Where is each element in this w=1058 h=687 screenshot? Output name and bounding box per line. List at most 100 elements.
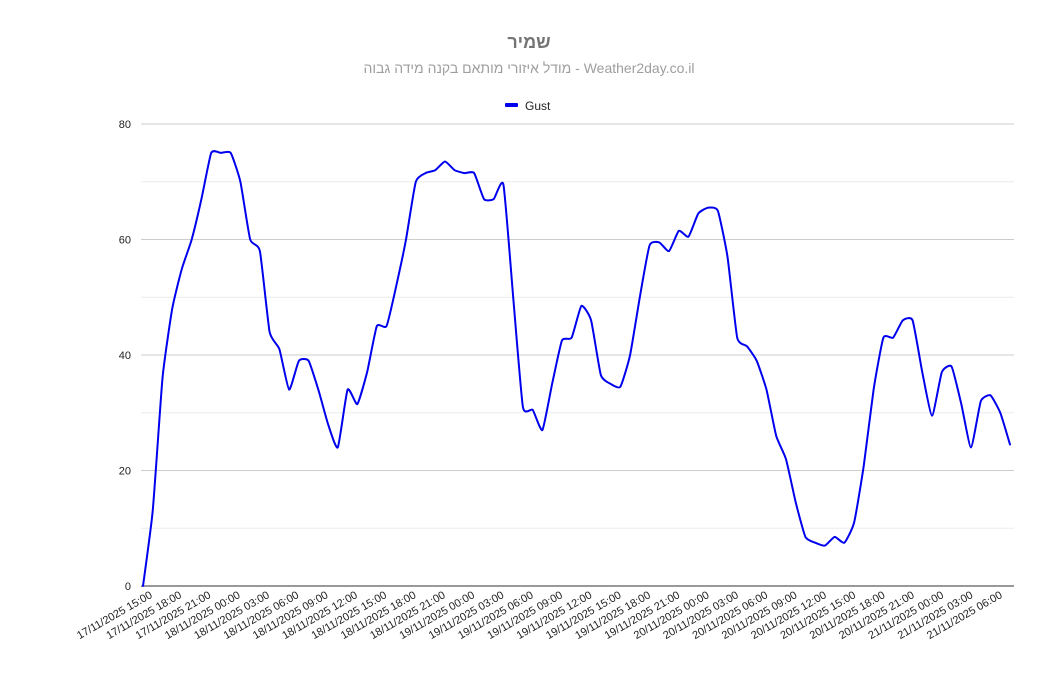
data-point-gust[interactable] bbox=[462, 170, 468, 176]
data-point-gust[interactable] bbox=[179, 265, 185, 271]
data-point-gust[interactable] bbox=[578, 303, 584, 309]
y-tick-label: 40 bbox=[119, 350, 131, 362]
data-point-gust[interactable] bbox=[958, 401, 964, 407]
data-point-gust[interactable] bbox=[880, 335, 886, 341]
data-point-gust[interactable] bbox=[442, 159, 448, 165]
data-point-gust[interactable] bbox=[520, 404, 526, 410]
data-point-gust[interactable] bbox=[198, 196, 204, 202]
data-point-gust[interactable] bbox=[988, 392, 994, 398]
data-point-gust[interactable] bbox=[530, 407, 536, 413]
data-point-gust[interactable] bbox=[491, 196, 497, 202]
data-point-gust[interactable] bbox=[403, 237, 409, 243]
data-point-gust[interactable] bbox=[617, 384, 623, 390]
data-point-gust[interactable] bbox=[296, 358, 302, 364]
data-point-gust[interactable] bbox=[354, 401, 360, 407]
data-point-gust[interactable] bbox=[802, 534, 808, 540]
data-point-gust[interactable] bbox=[647, 242, 653, 248]
data-point-gust[interactable] bbox=[715, 208, 721, 214]
data-point-gust[interactable] bbox=[276, 346, 282, 352]
data-point-gust[interactable] bbox=[432, 167, 438, 173]
y-tick-label: 0 bbox=[125, 581, 131, 593]
data-point-gust[interactable] bbox=[286, 387, 292, 393]
data-point-gust[interactable] bbox=[822, 543, 828, 549]
data-point-gust[interactable] bbox=[793, 499, 799, 505]
data-point-gust[interactable] bbox=[637, 294, 643, 300]
data-point-gust[interactable] bbox=[413, 179, 419, 185]
data-point-gust[interactable] bbox=[929, 413, 935, 419]
data-point-gust[interactable] bbox=[656, 239, 662, 245]
data-point-gust[interactable] bbox=[608, 381, 614, 387]
data-point-gust[interactable] bbox=[1007, 442, 1013, 448]
legend[interactable]: Gust bbox=[505, 99, 551, 113]
data-point-gust[interactable] bbox=[666, 248, 672, 254]
data-point-gust[interactable] bbox=[764, 387, 770, 393]
data-point-gust[interactable] bbox=[841, 540, 847, 546]
data-point-gust[interactable] bbox=[500, 182, 506, 188]
data-point-gust[interactable] bbox=[734, 335, 740, 341]
data-point-gust[interactable] bbox=[452, 167, 458, 173]
data-point-gust[interactable] bbox=[169, 306, 175, 312]
data-point-gust[interactable] bbox=[569, 335, 575, 341]
data-point-gust[interactable] bbox=[374, 323, 380, 329]
data-point-gust[interactable] bbox=[939, 369, 945, 375]
data-point-gust[interactable] bbox=[754, 358, 760, 364]
data-point-gust[interactable] bbox=[725, 254, 731, 260]
data-point-gust[interactable] bbox=[695, 211, 701, 217]
data-point-gust[interactable] bbox=[315, 387, 321, 393]
data-point-gust[interactable] bbox=[140, 583, 146, 589]
data-point-gust[interactable] bbox=[851, 520, 857, 526]
data-point-gust[interactable] bbox=[549, 381, 555, 387]
data-point-gust[interactable] bbox=[345, 387, 351, 393]
data-point-gust[interactable] bbox=[890, 335, 896, 341]
data-point-gust[interactable] bbox=[744, 343, 750, 349]
data-point-gust[interactable] bbox=[481, 196, 487, 202]
data-point-gust[interactable] bbox=[393, 283, 399, 289]
y-tick-label: 80 bbox=[119, 119, 131, 131]
data-point-gust[interactable] bbox=[228, 150, 234, 156]
data-point-gust[interactable] bbox=[900, 317, 906, 323]
data-point-gust[interactable] bbox=[510, 294, 516, 300]
data-point-gust[interactable] bbox=[676, 228, 682, 234]
data-point-gust[interactable] bbox=[364, 369, 370, 375]
data-point-gust[interactable] bbox=[968, 444, 974, 450]
data-point-gust[interactable] bbox=[686, 234, 692, 240]
data-point-gust[interactable] bbox=[267, 329, 273, 335]
data-point-gust[interactable] bbox=[598, 372, 604, 378]
series-line-gust[interactable] bbox=[142, 150, 1011, 587]
data-point-gust[interactable] bbox=[559, 338, 565, 344]
y-axis-ticks: 0 20 40 60 80 bbox=[119, 119, 131, 593]
data-point-gust[interactable] bbox=[812, 540, 818, 546]
data-point-gust[interactable] bbox=[247, 237, 253, 243]
data-point-gust[interactable] bbox=[871, 387, 877, 393]
data-point-gust[interactable] bbox=[997, 410, 1003, 416]
data-point-gust[interactable] bbox=[705, 205, 711, 211]
data-point-gust[interactable] bbox=[783, 456, 789, 462]
legend-label-gust: Gust bbox=[525, 99, 551, 113]
data-point-gust[interactable] bbox=[218, 150, 224, 156]
data-point-gust[interactable] bbox=[306, 358, 312, 364]
data-point-gust[interactable] bbox=[471, 170, 477, 176]
data-point-gust[interactable] bbox=[208, 150, 214, 156]
data-point-gust[interactable] bbox=[160, 375, 166, 381]
data-point-gust[interactable] bbox=[539, 427, 545, 433]
data-point-gust[interactable] bbox=[257, 248, 263, 254]
data-point-gust[interactable] bbox=[919, 369, 925, 375]
y-tick-label: 20 bbox=[119, 466, 131, 478]
data-point-gust[interactable] bbox=[949, 364, 955, 370]
data-point-gust[interactable] bbox=[150, 508, 156, 514]
data-point-gust[interactable] bbox=[588, 317, 594, 323]
data-point-gust[interactable] bbox=[325, 421, 331, 427]
data-point-gust[interactable] bbox=[627, 352, 633, 358]
data-point-gust[interactable] bbox=[423, 170, 429, 176]
data-point-gust[interactable] bbox=[978, 398, 984, 404]
data-point-gust[interactable] bbox=[832, 534, 838, 540]
data-point-gust[interactable] bbox=[335, 444, 341, 450]
data-point-gust[interactable] bbox=[384, 323, 390, 329]
data-point-gust[interactable] bbox=[237, 179, 243, 185]
data-point-gust[interactable] bbox=[773, 433, 779, 439]
data-point-gust[interactable] bbox=[861, 462, 867, 468]
data-point-gust[interactable] bbox=[910, 317, 916, 323]
data-point-gust[interactable] bbox=[189, 237, 195, 243]
